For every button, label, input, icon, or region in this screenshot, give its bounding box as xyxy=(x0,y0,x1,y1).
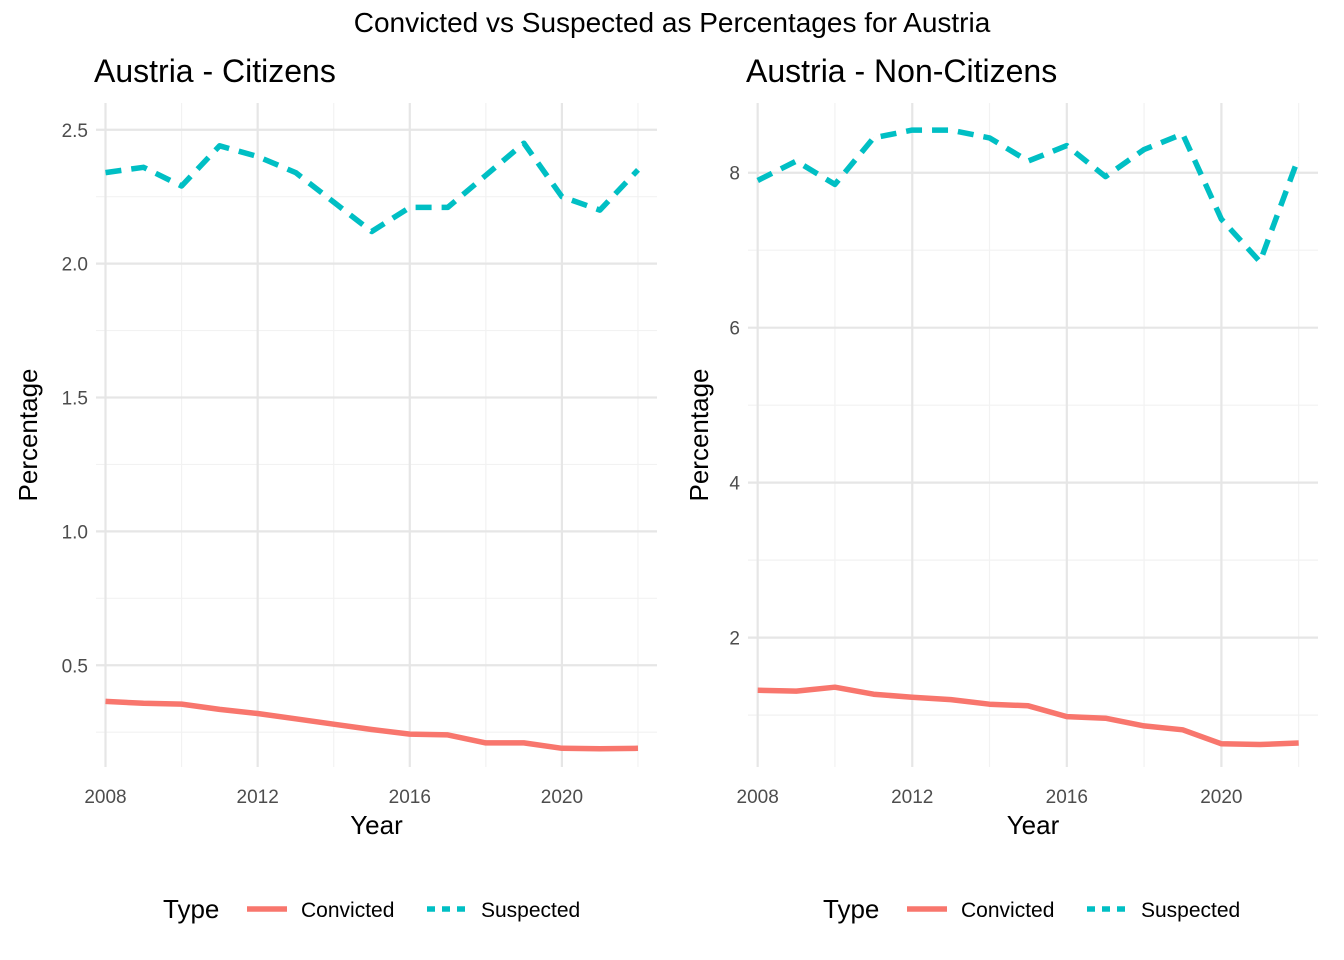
panel-non-citizens: 2008 2012 2016 2020 2 4 6 8 Austria - Non-Citize… xyxy=(684,53,1318,924)
y-tick-label: 2.0 xyxy=(62,255,88,276)
legend-label: Convicted xyxy=(301,899,394,922)
legend: Type Convicted Suspected xyxy=(163,894,580,924)
x-axis-label: Year xyxy=(1007,810,1060,840)
x-tick-label: 2008 xyxy=(84,787,126,808)
series-line-suspected xyxy=(105,140,640,235)
series-line-convicted xyxy=(757,684,1299,748)
y-tick-label: 1.0 xyxy=(62,522,88,543)
x-tick-label: 2012 xyxy=(891,787,933,808)
x-tick-label: 2016 xyxy=(389,787,431,808)
legend-title: Type xyxy=(163,894,219,924)
x-tick-label: 2016 xyxy=(1046,787,1088,808)
x-tick-label: 2012 xyxy=(237,787,279,808)
panel-title: Austria - Citizens xyxy=(94,53,336,89)
series-line-convicted xyxy=(105,698,639,752)
series-line-suspected xyxy=(756,127,1302,265)
panel-title: Austria - Non-Citizens xyxy=(746,53,1057,89)
figure-title: Convicted vs Suspected as Percentages fo… xyxy=(354,7,991,38)
y-tick-label: 1.5 xyxy=(62,389,88,410)
y-tick-label: 0.5 xyxy=(62,656,88,677)
x-tick-label: 2020 xyxy=(1200,787,1242,808)
y-tick-label: 2 xyxy=(729,629,740,650)
y-tick-label: 6 xyxy=(729,319,740,340)
legend: Type Convicted Suspected xyxy=(823,894,1240,924)
legend-label: Suspected xyxy=(1141,899,1240,922)
y-axis-label: Percentage xyxy=(684,369,714,502)
panel-citizens: 2008 2012 2016 2020 0.5 1.0 1.5 2.0 2.5 Austria -… xyxy=(13,53,657,924)
y-tick-label: 8 xyxy=(729,164,740,185)
x-tick-label: 2020 xyxy=(541,787,583,808)
x-tick-label: 2008 xyxy=(737,787,779,808)
legend-label: Convicted xyxy=(961,899,1054,922)
x-axis-label: Year xyxy=(350,810,403,840)
y-axis-label: Percentage xyxy=(13,369,43,502)
legend-title: Type xyxy=(823,894,879,924)
y-tick-label: 4 xyxy=(729,474,740,495)
y-tick-label: 2.5 xyxy=(62,121,88,142)
legend-label: Suspected xyxy=(481,899,580,922)
